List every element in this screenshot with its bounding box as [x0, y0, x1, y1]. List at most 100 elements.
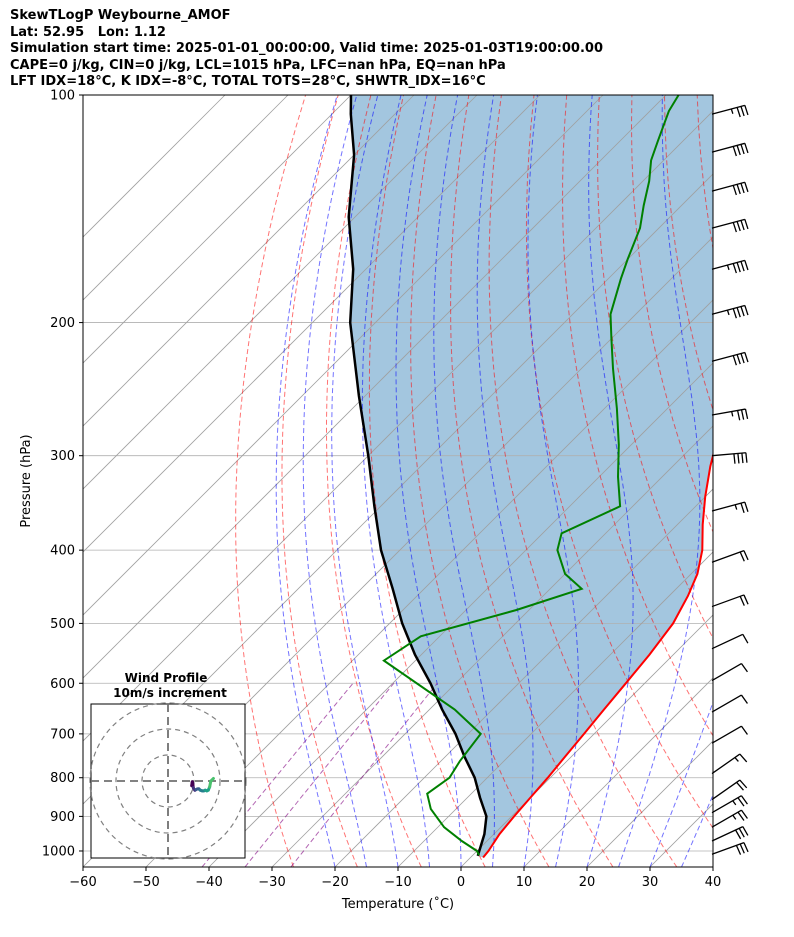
wind-profile-inset: Wind Profile 10m/s increment	[89, 671, 247, 860]
wind-barb	[711, 809, 748, 828]
x-tick-label: −50	[132, 875, 159, 890]
y-tick-label: 300	[50, 449, 75, 464]
hodograph-ring	[115, 728, 221, 834]
wind-barb	[711, 304, 749, 319]
wind-barb	[711, 753, 748, 775]
wind-barb	[711, 779, 748, 801]
dry-adiabat	[410, 95, 550, 867]
isotherm	[83, 95, 289, 301]
moist-adiabat	[712, 865, 713, 867]
dry-adiabat	[488, 95, 678, 867]
y-tick-label: 600	[50, 677, 75, 692]
wind-barb	[711, 218, 749, 233]
mixing-ratio-line	[201, 682, 354, 867]
hodograph-frame	[90, 703, 246, 859]
x-tick-label: −60	[69, 875, 96, 890]
x-tick-label: 30	[642, 875, 659, 890]
moist-adiabat	[586, 95, 634, 867]
isotherm	[83, 110, 713, 742]
y-tick-label: 1000	[42, 844, 75, 859]
isotherm	[523, 677, 713, 867]
y-axis-label: Pressure (hPa)	[19, 434, 34, 527]
isotherm	[334, 488, 713, 867]
hodograph-trace	[209, 777, 215, 783]
time-line: Simulation start time: 2025-01-01_00:00:…	[10, 41, 603, 56]
y-tick-label: 200	[50, 316, 75, 331]
isotherm	[83, 95, 541, 553]
y-tick-label: 700	[50, 727, 75, 742]
dry-adiabat	[664, 95, 713, 412]
location-line: Lat: 52.95 Lon: 1.12	[10, 24, 166, 40]
x-tick-label: 0	[457, 875, 465, 890]
wind-barb	[711, 795, 748, 814]
mixing-ratio-line	[244, 682, 395, 867]
isotherm	[776, 95, 794, 867]
wind-barb	[711, 549, 749, 563]
moist-adiabat	[618, 95, 701, 867]
wind-barb	[711, 452, 748, 464]
isotherm	[460, 614, 713, 867]
parcel-profile-line	[347, 95, 488, 857]
moist-adiabat	[476, 95, 534, 867]
moist-adiabat	[361, 95, 430, 867]
chart-title: SkewTLogP Weybourne_AMOF	[10, 8, 231, 23]
wind-barb	[711, 633, 749, 650]
isotherm	[83, 95, 667, 679]
y-tick-label: 100	[50, 89, 75, 104]
y-tick-label: 800	[50, 771, 75, 786]
indices-line: LFT IDX=18°C, K IDX=-8°C, TOTAL TOTS=28°…	[10, 74, 486, 89]
dry-adiabat	[525, 95, 713, 829]
moist-adiabat	[331, 95, 399, 867]
isotherm	[83, 95, 604, 616]
wind-barb	[711, 594, 749, 608]
cape-line: CAPE=0 j/kg, CIN=0 j/kg, LCL=1015 hPa, L…	[10, 57, 506, 73]
x-tick-label: 20	[579, 875, 596, 890]
mixing-ratio-line	[290, 682, 438, 867]
cape-cin-shading	[348, 95, 713, 858]
wind-barb	[711, 259, 749, 274]
x-tick-label: −10	[384, 875, 411, 890]
moist-adiabat	[433, 95, 495, 867]
dry-adiabat	[762, 95, 794, 867]
moist-adiabat	[302, 95, 367, 867]
wind-barb	[711, 408, 749, 421]
x-tick-label: 10	[516, 875, 533, 890]
isotherm	[83, 95, 415, 427]
moist-adiabat	[395, 95, 462, 867]
x-tick-label: −20	[321, 875, 348, 890]
wind-barb	[711, 842, 749, 855]
x-tick-label: 40	[705, 875, 722, 890]
wind-barb	[711, 662, 748, 682]
dry-adiabat	[450, 95, 614, 867]
wind-barb	[711, 351, 749, 366]
dry-adiabat	[326, 95, 422, 867]
isotherm	[397, 551, 713, 867]
dry-adiabat	[730, 95, 794, 867]
x-axis-label: Temperature (˚C)	[341, 896, 454, 912]
y-tick-label: 900	[50, 810, 75, 825]
isotherm	[83, 95, 226, 238]
temperature-line	[482, 451, 713, 859]
x-tick-label: −30	[258, 875, 285, 890]
dry-adiabat	[562, 95, 713, 737]
wind-barb	[711, 826, 749, 842]
moist-adiabat	[649, 700, 713, 867]
moist-adiabat	[275, 95, 338, 867]
hodograph-ring	[141, 754, 195, 808]
isotherm	[83, 95, 352, 364]
dry-adiabat	[368, 95, 486, 867]
moist-adiabat	[527, 95, 579, 867]
dewpoint-line	[382, 95, 680, 856]
inset-title-line1: Wind Profile	[125, 671, 208, 685]
isotherm	[271, 425, 713, 867]
wind-barb	[711, 694, 748, 713]
isotherm	[712, 866, 713, 867]
moist-adiabat	[681, 793, 713, 867]
hodograph-ring	[89, 702, 247, 860]
isotherm	[145, 299, 713, 867]
x-tick-label: −40	[195, 875, 222, 890]
inset-title-line2: 10m/s increment	[113, 686, 227, 700]
y-tick-label: 500	[50, 617, 75, 632]
y-tick-label: 400	[50, 544, 75, 559]
